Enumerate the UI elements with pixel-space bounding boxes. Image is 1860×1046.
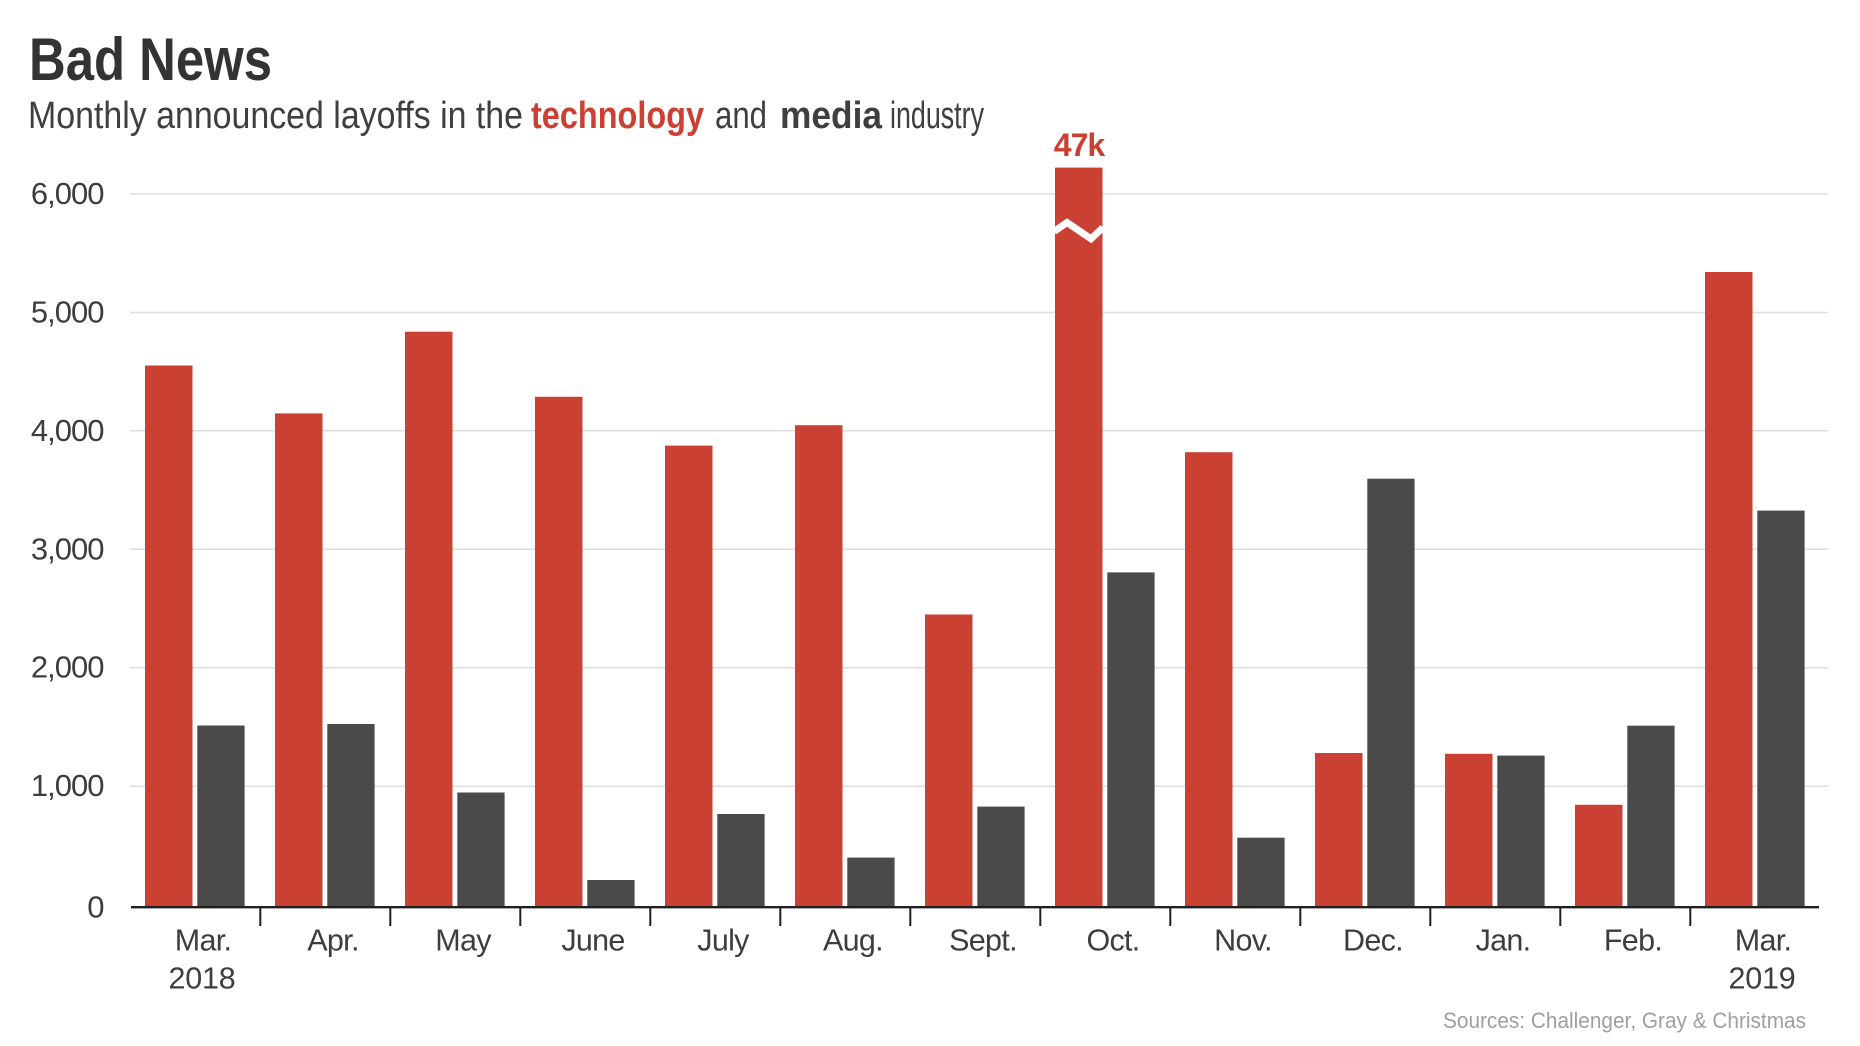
svg-text:1,000: 1,000 xyxy=(31,768,104,803)
svg-text:Apr.: Apr. xyxy=(307,924,358,958)
svg-text:Sept.: Sept. xyxy=(949,924,1017,958)
svg-text:and: and xyxy=(715,95,767,137)
svg-text:Monthly announced layoffs in t: Monthly announced layoffs in the xyxy=(28,95,523,137)
svg-text:47k: 47k xyxy=(1054,127,1106,163)
svg-text:June: June xyxy=(561,924,624,958)
svg-text:Feb.: Feb. xyxy=(1604,924,1662,958)
svg-text:5,000: 5,000 xyxy=(31,295,104,330)
svg-text:3,000: 3,000 xyxy=(31,531,104,566)
svg-text:2018: 2018 xyxy=(168,962,235,996)
svg-text:Oct.: Oct. xyxy=(1086,924,1139,958)
svg-text:6,000: 6,000 xyxy=(31,176,104,211)
svg-text:Mar.: Mar. xyxy=(1735,924,1792,958)
svg-text:2019: 2019 xyxy=(1728,962,1795,996)
svg-text:Aug.: Aug. xyxy=(823,924,883,958)
svg-text:Nov.: Nov. xyxy=(1214,924,1272,958)
svg-text:0: 0 xyxy=(87,890,104,925)
svg-text:4,000: 4,000 xyxy=(31,413,104,448)
svg-text:media: media xyxy=(780,95,883,137)
svg-text:industry: industry xyxy=(890,95,984,137)
svg-text:technology: technology xyxy=(531,95,704,137)
svg-text:May: May xyxy=(435,924,492,958)
svg-text:Sources: Challenger, Gray & Ch: Sources: Challenger, Gray & Christmas xyxy=(1443,1008,1806,1033)
svg-text:July: July xyxy=(697,924,750,958)
svg-text:Bad News: Bad News xyxy=(29,26,272,93)
svg-text:Mar.: Mar. xyxy=(175,924,232,958)
svg-text:Jan.: Jan. xyxy=(1476,924,1531,958)
svg-text:2,000: 2,000 xyxy=(31,650,104,685)
svg-text:Dec.: Dec. xyxy=(1343,924,1403,958)
